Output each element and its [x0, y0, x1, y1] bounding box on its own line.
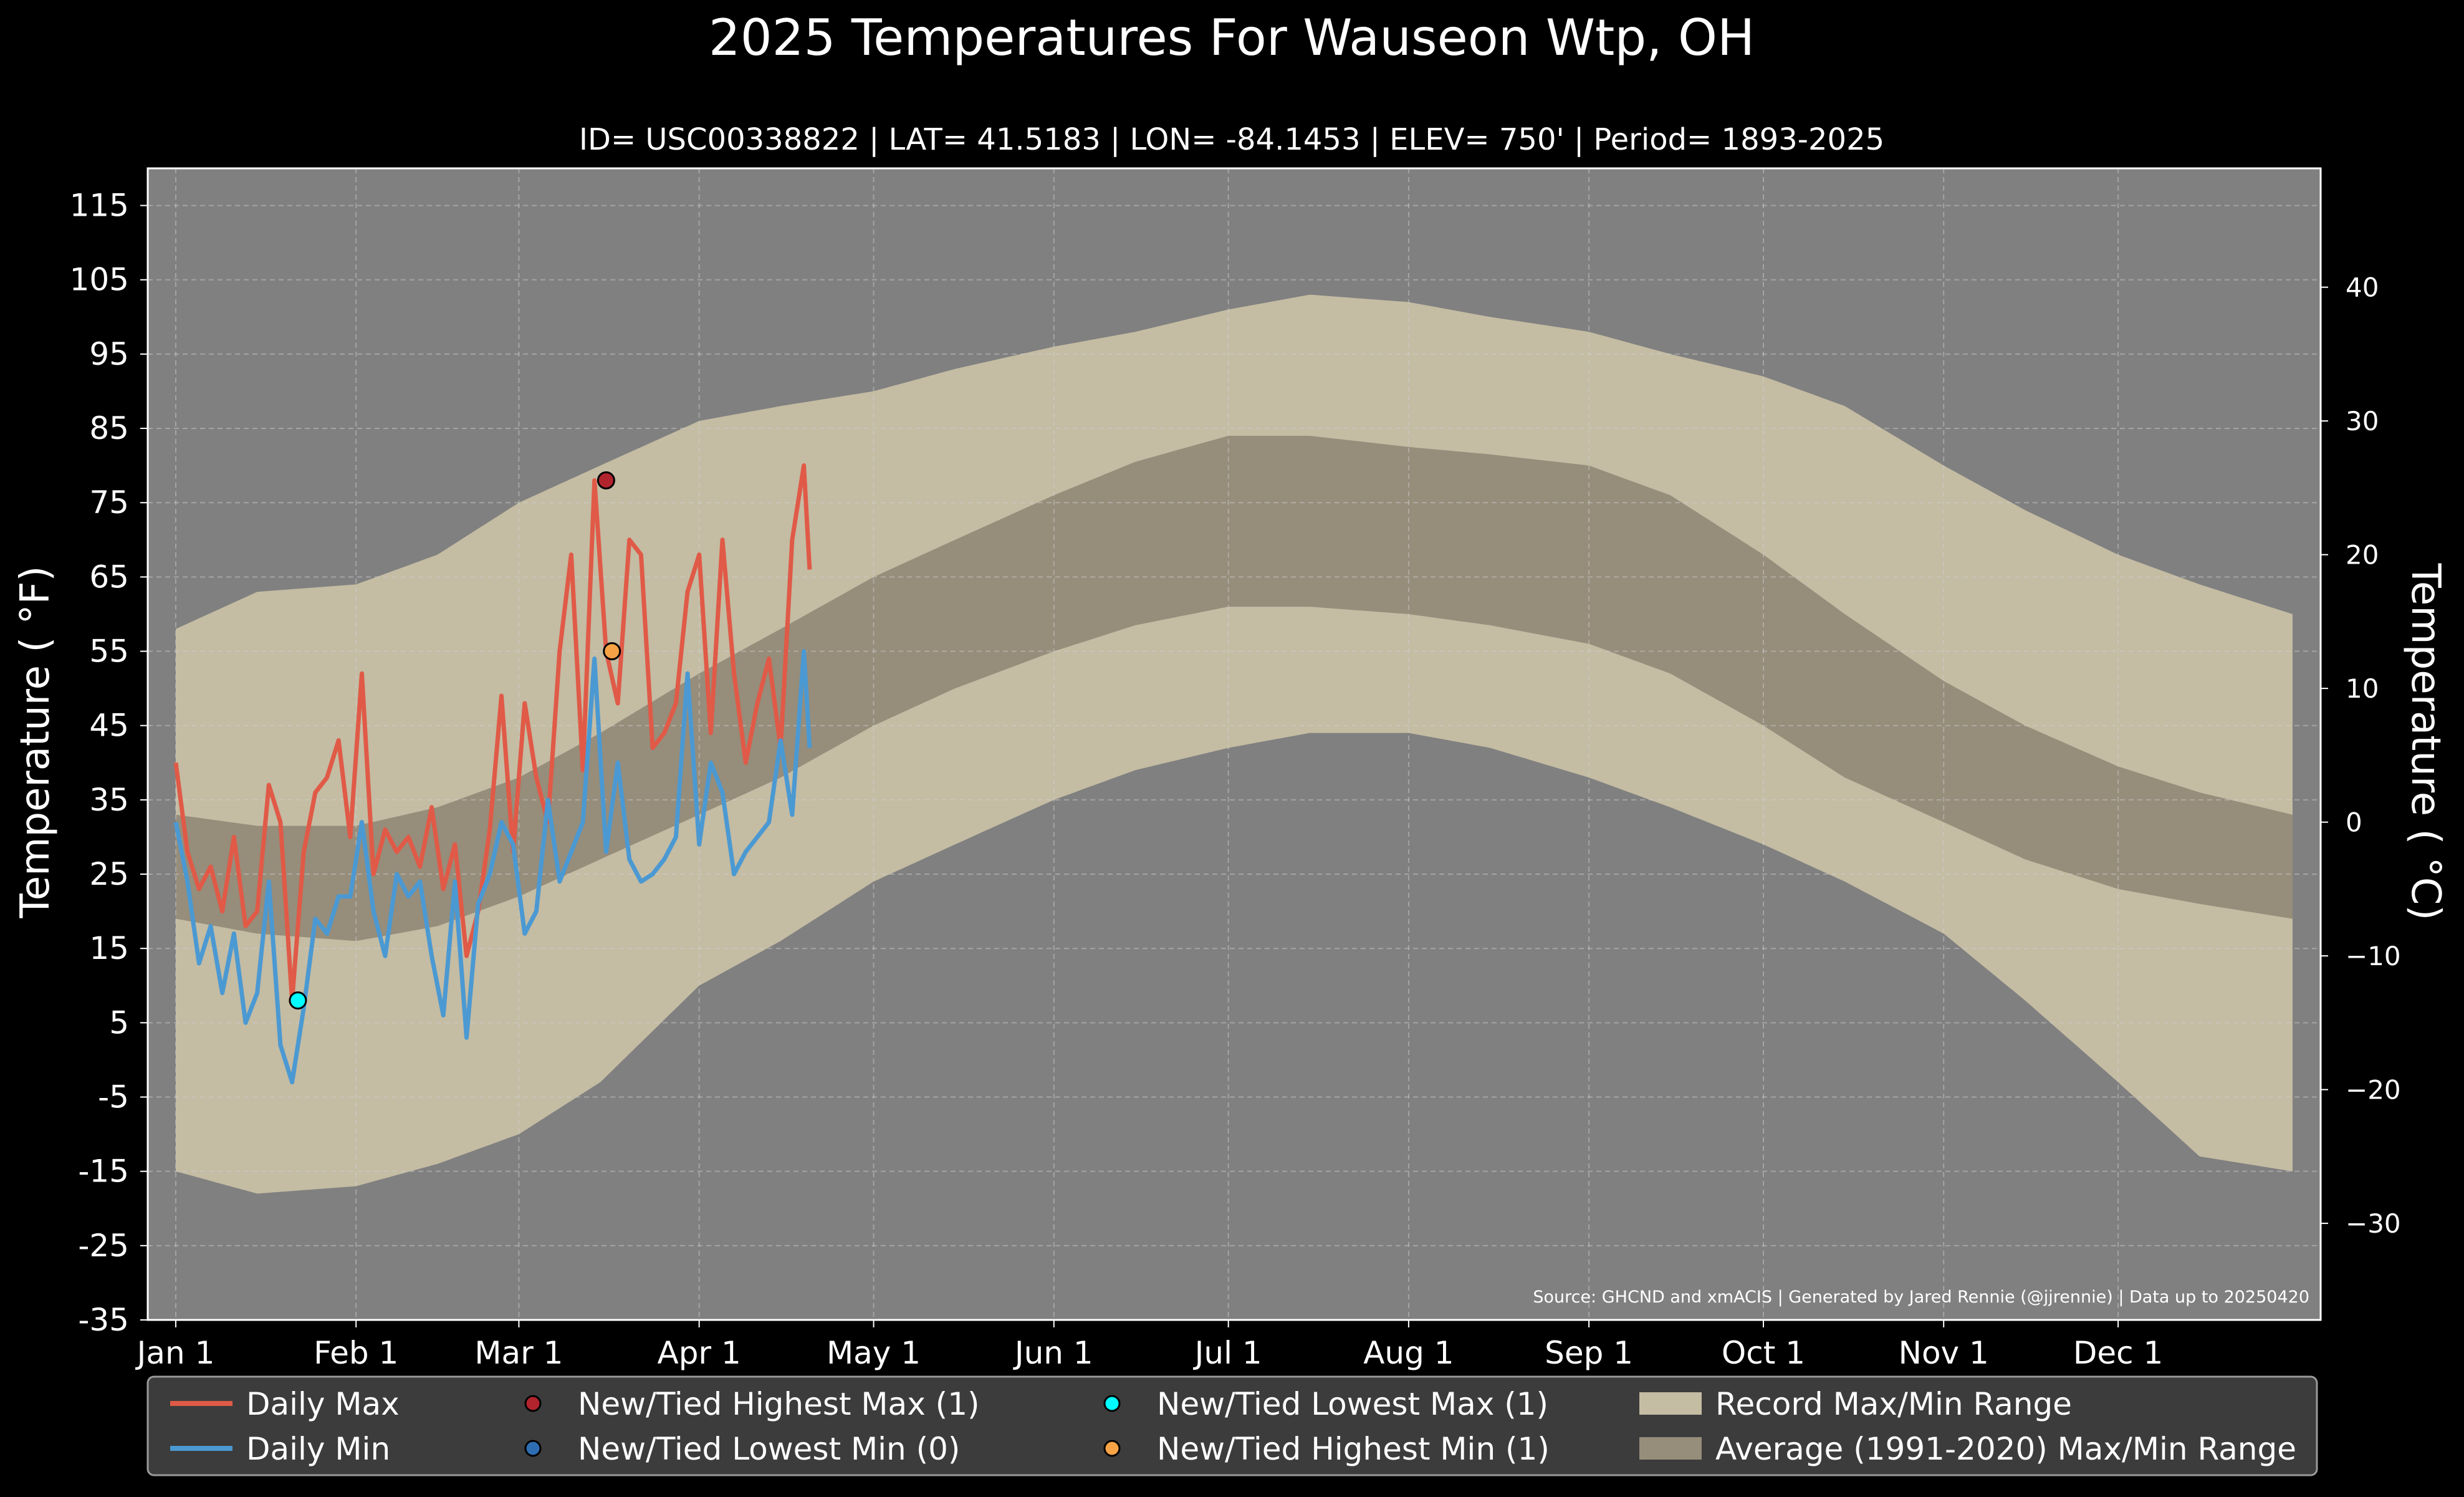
y2-tick-label: 30 — [2346, 406, 2379, 436]
y-tick-label: 75 — [89, 484, 129, 521]
y-tick-label: 25 — [89, 856, 129, 892]
legend-label: New/Tied Lowest Max (1) — [1157, 1386, 1548, 1422]
legend-item-new-tied-highest-max-1: New/Tied Highest Max (1) — [524, 1386, 980, 1422]
x-tick-label: Nov 1 — [1899, 1335, 1989, 1371]
legend-item-daily-min: Daily Min — [170, 1431, 390, 1467]
y-tick-label: 85 — [89, 410, 129, 446]
x-tick-label: Oct 1 — [1722, 1335, 1805, 1371]
y-tick-label: 55 — [89, 633, 129, 670]
y-tick-label: 15 — [89, 930, 129, 966]
legend-label: Daily Min — [246, 1431, 390, 1467]
plot-area: 115 105 95 85 75 65 55 45 35 25 15 5 -5 -15 -25 -35 40 30… — [70, 167, 2401, 1371]
legend-item-record-max-min-range: Record Max/Min Range — [1639, 1386, 2072, 1422]
y2-tick-label: 20 — [2346, 540, 2379, 570]
y-tick-label: 95 — [89, 336, 129, 372]
legend-item-new-tied-lowest-min-0: New/Tied Lowest Min (0) — [524, 1431, 960, 1467]
y-axis-label: Temperature ( °F) — [12, 566, 59, 919]
record-range-band — [176, 294, 2293, 1194]
y2-axis-label: Temperature ( °C) — [2402, 563, 2448, 921]
y-tick-label: 35 — [89, 782, 129, 818]
legend-label: New/Tied Highest Min (1) — [1157, 1431, 1550, 1467]
normal-range-band — [176, 436, 2293, 941]
legend-item-average-1991-2020-max-min-range: Average (1991-2020) Max/Min Range — [1639, 1431, 2296, 1467]
y-tick-label: -15 — [78, 1153, 129, 1190]
plot-frame — [146, 167, 2322, 1321]
x-tick-label: Feb 1 — [314, 1335, 398, 1371]
legend-item-new-tied-highest-min-1: New/Tied Highest Min (1) — [1103, 1431, 1550, 1467]
legend-label: Daily Max — [246, 1386, 400, 1422]
legend-patch-swatch — [1639, 1392, 1702, 1415]
y2-tick-label: −20 — [2346, 1075, 2401, 1105]
marker-highest-max — [597, 471, 615, 489]
x-tick-label: Aug 1 — [1363, 1335, 1454, 1371]
y2-tick-label: 40 — [2346, 272, 2379, 303]
y-tick-label: -25 — [78, 1228, 129, 1264]
chart-subtitle: ID= USC00338822 | LAT= 41.5183 | LON= -8… — [579, 122, 1884, 157]
marker-lowest-max — [289, 991, 307, 1010]
y2-tick-label: −30 — [2346, 1208, 2401, 1239]
x-tick-label: Jun 1 — [1013, 1335, 1093, 1371]
legend-label: New/Tied Lowest Min (0) — [578, 1431, 960, 1467]
y2-tick-label: 10 — [2346, 673, 2379, 704]
legend-dot-swatch — [524, 1440, 542, 1457]
y-tick-label: 65 — [89, 559, 129, 595]
y2-tick-label: 0 — [2346, 807, 2362, 838]
source-note: Source: GHCND and xmACIS | Generated by … — [1533, 1288, 2309, 1307]
y-tick-label: 45 — [89, 708, 129, 744]
legend: Daily Max Daily Min New/Tied Highest Max (… — [146, 1375, 2318, 1476]
legend-dot-swatch — [1103, 1395, 1121, 1412]
y-tick-label: -35 — [78, 1302, 129, 1338]
x-tick-label: Sep 1 — [1545, 1335, 1633, 1371]
legend-item-daily-max: Daily Max — [170, 1386, 400, 1422]
legend-patch-swatch — [1639, 1437, 1702, 1460]
legend-frame — [146, 1375, 2318, 1476]
daily-min-line — [173, 649, 812, 1085]
y-tick-label: 5 — [109, 1004, 129, 1041]
x-tick-label: Apr 1 — [658, 1335, 741, 1371]
legend-dot-swatch — [524, 1395, 542, 1412]
x-tick-label: Jul 1 — [1193, 1335, 1262, 1371]
legend-label: New/Tied Highest Max (1) — [578, 1386, 980, 1422]
daily-max-line — [173, 463, 812, 1003]
legend-label: Record Max/Min Range — [1715, 1386, 2072, 1422]
legend-label: Average (1991-2020) Max/Min Range — [1715, 1431, 2296, 1467]
x-tick-label: Dec 1 — [2073, 1335, 2163, 1371]
marker-highest-min — [603, 642, 621, 661]
chart-title: 2025 Temperatures For Wauseon Wtp, OH — [709, 9, 1755, 67]
y-tick-label: 115 — [70, 188, 129, 224]
y2-tick-label: −10 — [2346, 941, 2401, 971]
x-tick-label: May 1 — [827, 1335, 921, 1371]
legend-item-new-tied-lowest-max-1: New/Tied Lowest Max (1) — [1103, 1386, 1548, 1422]
legend-dot-swatch — [1103, 1440, 1121, 1457]
y-tick-label: 105 — [70, 262, 129, 298]
x-tick-label: Mar 1 — [474, 1335, 563, 1371]
x-tick-label: Jan 1 — [135, 1335, 215, 1371]
y-tick-label: -5 — [98, 1079, 129, 1115]
